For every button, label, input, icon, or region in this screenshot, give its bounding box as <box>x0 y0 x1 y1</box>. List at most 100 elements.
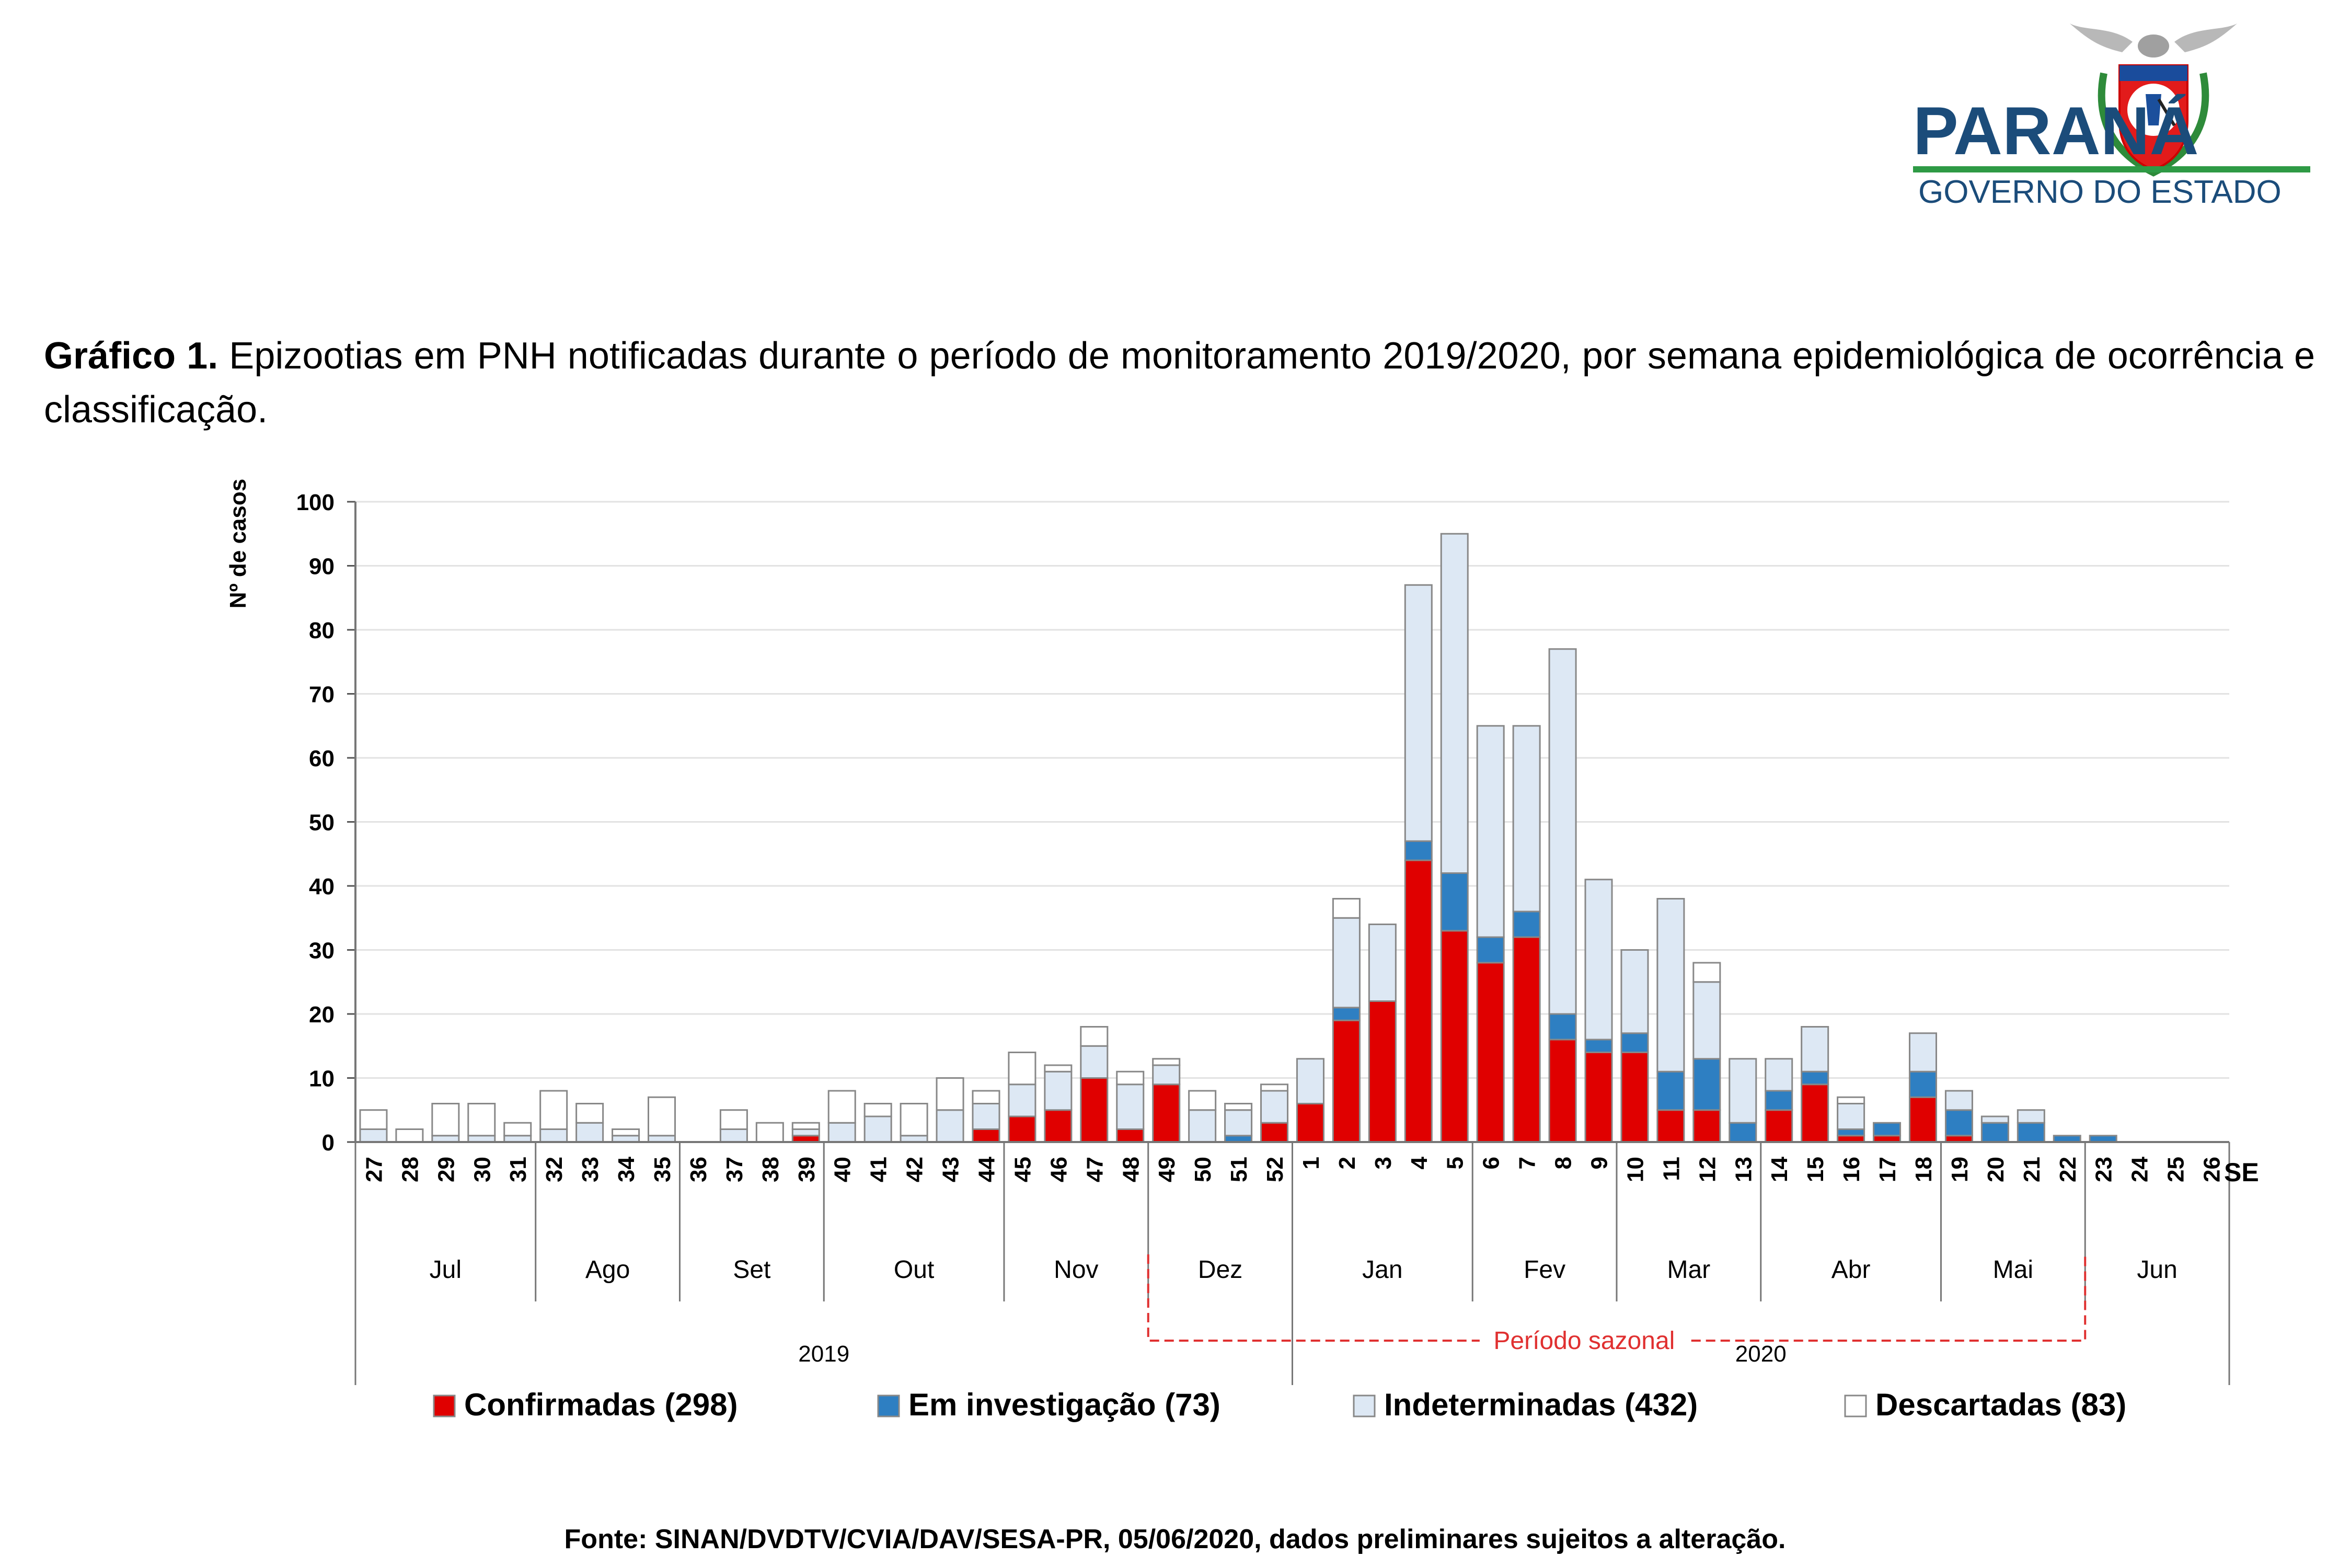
bar-segment-em-investigacao <box>1801 1070 1829 1086</box>
bar-segment-confirmadas <box>1548 1039 1577 1143</box>
x-tick-label: 7 <box>1515 1157 1540 1169</box>
x-tick-label: 43 <box>938 1157 964 1182</box>
bar-segment-indeterminadas <box>972 1103 1000 1130</box>
bar-segment-em-investigacao <box>1404 840 1433 861</box>
month-label: Ago <box>585 1256 630 1284</box>
x-tick-label: 23 <box>2091 1157 2117 1182</box>
bar-segment-confirmadas <box>1044 1109 1073 1143</box>
bar-segment-indeterminadas <box>1044 1070 1073 1111</box>
x-tick-label: 28 <box>397 1157 423 1182</box>
bar-segment-indeterminadas <box>863 1115 892 1143</box>
bar-segment-em-investigacao <box>1765 1090 1793 1111</box>
x-tick-label: 15 <box>1803 1157 1828 1182</box>
x-tick-label: 46 <box>1046 1157 1072 1182</box>
bar-segment-confirmadas <box>1080 1077 1109 1143</box>
logo-subtitle: GOVERNO DO ESTADO <box>1918 174 2282 209</box>
bar-segment-descartadas <box>539 1090 568 1130</box>
bar-segment-confirmadas <box>1584 1052 1613 1143</box>
bar-segment-indeterminadas <box>1332 917 1361 1009</box>
x-tick-label: 45 <box>1010 1157 1035 1182</box>
bar-segment-confirmadas <box>1620 1052 1649 1143</box>
bar-segment-indeterminadas <box>1152 1064 1181 1086</box>
bar-segment-confirmadas <box>1656 1109 1685 1143</box>
y-tick-label: 0 <box>322 1130 335 1156</box>
bar-segment-indeterminadas <box>1908 1032 1937 1073</box>
bar-segment-indeterminadas <box>2017 1109 2045 1124</box>
bar-segment-indeterminadas <box>359 1128 388 1143</box>
x-tick-label: 19 <box>1947 1157 1973 1182</box>
bar-segment-descartadas <box>1332 898 1361 919</box>
chart-legend: Confirmadas (298) Em investigação (73) Ind… <box>433 1387 2126 1422</box>
bar-segment-indeterminadas <box>1260 1090 1289 1124</box>
y-tick-label: 70 <box>309 682 335 708</box>
figure-caption-label: Gráfico 1. <box>44 335 218 377</box>
x-tick-label: 9 <box>1587 1157 1612 1169</box>
bar-segment-indeterminadas <box>1080 1045 1109 1079</box>
legend-swatch <box>1844 1394 1867 1417</box>
x-tick-label: 31 <box>505 1157 531 1182</box>
bar-segment-confirmadas <box>972 1128 1000 1143</box>
y-tick-label: 90 <box>309 554 335 580</box>
x-tick-label: 21 <box>2019 1157 2045 1182</box>
legend-entry: Confirmadas (298) <box>464 1387 738 1422</box>
x-tick-label: 26 <box>2199 1157 2225 1182</box>
bar-segment-confirmadas <box>1692 1109 1721 1143</box>
x-tick-label: 12 <box>1695 1157 1720 1182</box>
x-tick-label: 2 <box>1334 1157 1360 1169</box>
bar-segment-descartadas <box>575 1103 604 1124</box>
x-tick-label: 37 <box>722 1157 747 1182</box>
bar-segment-indeterminadas <box>1656 898 1685 1073</box>
bar-segment-descartadas <box>1044 1064 1073 1073</box>
bar-segment-em-investigacao <box>1873 1122 1902 1137</box>
x-tick-label: 1 <box>1298 1157 1324 1169</box>
bar-segment-indeterminadas <box>827 1122 856 1143</box>
legend-swatch <box>877 1394 900 1417</box>
bar-segment-em-investigacao <box>1440 872 1469 932</box>
bar-segment-indeterminadas <box>936 1109 964 1143</box>
bar-segment-indeterminadas <box>1188 1109 1217 1143</box>
bar-segment-indeterminadas <box>1944 1090 1973 1111</box>
bar-segment-descartadas <box>1116 1070 1145 1086</box>
x-tick-label: 42 <box>902 1157 928 1182</box>
legend-entry: Descartadas (83) <box>1875 1387 2126 1422</box>
bar-segment-indeterminadas <box>1729 1058 1757 1124</box>
bar-segment-descartadas <box>972 1090 1000 1104</box>
month-label: Mar <box>1667 1256 1711 1284</box>
bar-segment-confirmadas <box>1512 936 1541 1143</box>
bar-segment-confirmadas <box>1296 1103 1324 1143</box>
bar-segment-em-investigacao <box>1512 910 1541 938</box>
bar-segment-descartadas <box>612 1128 640 1137</box>
x-tick-label: 16 <box>1839 1157 1864 1182</box>
x-tick-label: 20 <box>1983 1157 2009 1182</box>
y-tick-label: 40 <box>309 874 335 900</box>
bar-segment-indeterminadas <box>1837 1103 1865 1130</box>
x-tick-label: 33 <box>578 1157 603 1182</box>
bar-segment-confirmadas <box>1008 1115 1036 1143</box>
x-tick-label: 34 <box>614 1156 639 1182</box>
month-label: Dez <box>1198 1256 1242 1284</box>
bar-segment-indeterminadas <box>1116 1083 1145 1130</box>
bar-segment-indeterminadas <box>1404 584 1433 842</box>
x-tick-label: 17 <box>1875 1157 1900 1182</box>
x-tick-label: 44 <box>974 1156 999 1182</box>
bar-segment-indeterminadas <box>575 1122 604 1143</box>
bar-segment-indeterminadas <box>1512 725 1541 913</box>
bar-segment-em-investigacao <box>1620 1032 1649 1053</box>
seasonal-label-bg <box>1479 1320 1689 1356</box>
x-tick-label: 14 <box>1767 1156 1792 1182</box>
bar-segment-descartadas <box>755 1122 784 1143</box>
bar-segment-descartadas <box>467 1103 496 1137</box>
month-label: Out <box>894 1256 934 1284</box>
bar-segment-indeterminadas <box>1801 1026 1829 1073</box>
bar-segment-descartadas <box>900 1103 928 1137</box>
bar-segment-indeterminadas <box>1296 1058 1324 1104</box>
bar-segment-indeterminadas <box>1440 533 1469 874</box>
y-tick-label: 50 <box>309 810 335 836</box>
bar-segment-descartadas <box>936 1077 964 1111</box>
bar-segment-indeterminadas <box>1368 924 1397 1002</box>
bar-segment-confirmadas <box>1440 930 1469 1143</box>
bar-segment-confirmadas <box>1332 1019 1361 1143</box>
bar-segment-indeterminadas <box>791 1128 820 1137</box>
bar-segment-indeterminadas <box>1584 879 1613 1041</box>
